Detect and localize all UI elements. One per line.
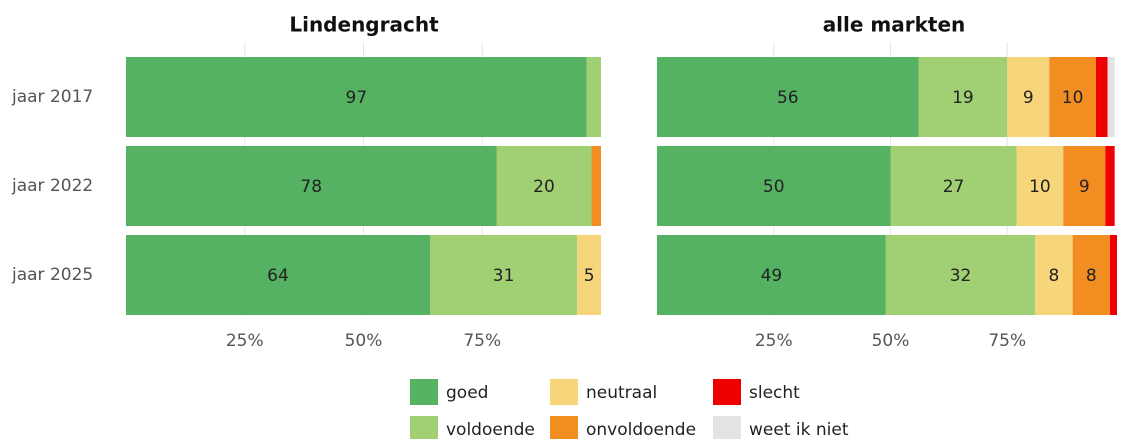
bar-segment	[657, 57, 919, 137]
x-tick-label: 25%	[755, 331, 793, 351]
data-label: 10	[1029, 177, 1051, 197]
data-label: 8	[1086, 266, 1097, 286]
data-label: 78	[300, 177, 322, 197]
bar-segment	[657, 146, 891, 226]
x-tick-label: 75%	[988, 331, 1026, 351]
y-tick-label: jaar 2022	[11, 176, 93, 196]
data-label: 49	[761, 266, 783, 286]
legend-swatch	[550, 416, 578, 439]
bar-segment	[1072, 235, 1110, 315]
bar-segment	[126, 146, 497, 226]
bar-segment	[1007, 57, 1050, 137]
legend-swatch	[713, 416, 741, 439]
bar-segment	[1016, 146, 1064, 226]
legend-label: goed	[446, 383, 488, 403]
data-label: 19	[952, 88, 974, 108]
x-tick-label: 50%	[872, 331, 910, 351]
bar-segment	[1063, 146, 1106, 226]
legend-swatch	[410, 379, 438, 405]
bar-segment	[1049, 57, 1096, 137]
bar-segment	[126, 57, 587, 137]
data-label: 97	[346, 88, 368, 108]
chart-title: Lindengracht	[289, 13, 439, 37]
bar-segment	[496, 146, 592, 226]
data-label: 56	[777, 88, 799, 108]
bar-segment	[1107, 57, 1115, 137]
bar-segment	[918, 57, 1008, 137]
data-label: 9	[1079, 177, 1090, 197]
data-label: 9	[1023, 88, 1034, 108]
data-label: 20	[533, 177, 555, 197]
bar-segment	[586, 57, 601, 137]
data-label: 50	[763, 177, 785, 197]
chart-title: alle markten	[823, 13, 966, 37]
data-label: 64	[267, 266, 289, 286]
legend-label: weet ik niet	[749, 420, 849, 439]
legend-label: voldoende	[446, 420, 535, 439]
bar-segment	[430, 235, 578, 315]
data-label: 8	[1049, 266, 1060, 286]
bar-segment	[591, 146, 601, 226]
y-tick-label: jaar 2017	[11, 87, 93, 107]
legend-swatch	[410, 416, 438, 439]
legend-swatch	[550, 379, 578, 405]
bar-segment	[890, 146, 1017, 226]
data-label: 5	[584, 266, 595, 286]
x-tick-label: 50%	[345, 331, 383, 351]
bar-segment	[577, 235, 601, 315]
y-tick-label: jaar 2025	[11, 265, 93, 285]
data-label: 31	[493, 266, 515, 286]
x-tick-label: 75%	[463, 331, 501, 351]
bar-segment	[1105, 146, 1115, 226]
bar-segment	[1035, 235, 1073, 315]
bar-segment	[657, 235, 886, 315]
data-label: 10	[1062, 88, 1084, 108]
legend-label: slecht	[749, 383, 800, 403]
legend-swatch	[713, 379, 741, 405]
bar-segment	[1095, 57, 1108, 137]
data-label: 32	[950, 266, 972, 286]
x-tick-label: 25%	[226, 331, 264, 351]
bar-segment	[885, 235, 1036, 315]
legend-label: neutraal	[586, 383, 657, 403]
bar-segment	[126, 235, 430, 315]
legend-label: onvoldoende	[586, 420, 696, 439]
data-label: 27	[943, 177, 965, 197]
bar-segment	[1109, 235, 1117, 315]
